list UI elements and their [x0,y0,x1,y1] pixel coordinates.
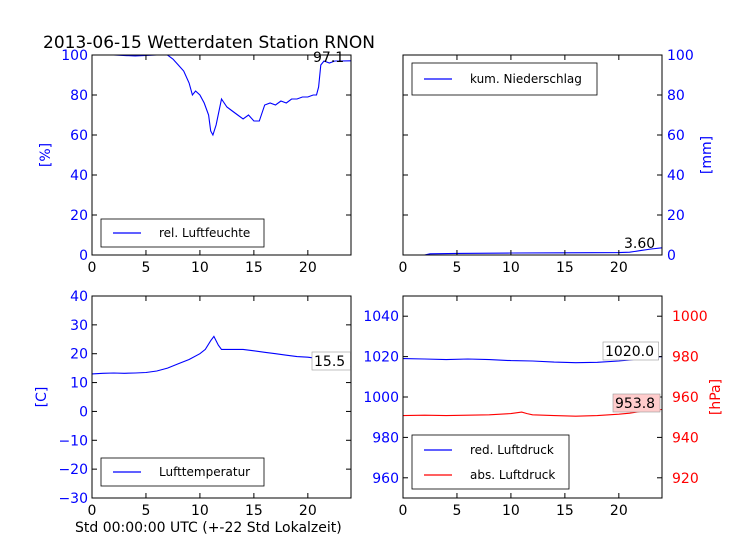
x-tick-label: 0 [399,503,408,519]
y-tick-label: 960 [372,471,399,487]
last-value-annotation: 15.5 [314,354,345,370]
y-tick-label-right: 980 [672,350,699,366]
x-tick-label: 15 [556,503,574,519]
annotation-background [311,351,351,371]
x-tick-label: 5 [452,260,461,276]
x-tick-label: 0 [88,503,97,519]
plot-frame [91,295,352,499]
x-tick-label: 20 [610,503,628,519]
y-tick-label: 0 [79,248,88,264]
y-tick-label: 1040 [363,309,399,325]
panel-bottom-left: 0 5 10 15 20 −30 −20 −10 0 10 20 30 40 [C] Lufttempera… [34,289,352,519]
y-tick-label: 100 [667,48,694,64]
y-tick-label-right: 1000 [672,309,708,325]
x-tick-label: 10 [502,260,520,276]
series-line-0 [91,335,352,375]
figure-title: 2013-06-15 Wetterdaten Station RNON [43,33,375,53]
y-tick-label: 40 [667,168,685,184]
x-tick-label: 15 [556,260,574,276]
y-tick-label: 80 [70,88,88,104]
y-tick-label-right: 940 [672,430,699,446]
legend-entry: rel. Luftfeuchte [159,226,250,240]
plot-frame [91,54,352,256]
y-tick-label: 0 [667,248,676,264]
panel-top-right: 0 5 10 15 20 0 20 40 60 80 100 [mm] kum. Niederschla… [399,48,715,276]
x-tick-label: 15 [245,260,263,276]
x-tick-label: 0 [88,260,97,276]
x-tick-label: 10 [502,503,520,519]
x-tick-label: 20 [610,260,628,276]
x-tick-label: 10 [191,503,209,519]
y-tick-label: 60 [667,128,685,144]
x-tick-label: 0 [399,260,408,276]
y-tick-label: 100 [61,48,88,64]
y-tick-label: 40 [70,168,88,184]
y-tick-label: 0 [79,404,88,420]
y-tick-label: −30 [58,491,88,507]
legend-entry: red. Luftdruck [470,443,554,457]
y-tick-label: 10 [70,376,88,392]
last-value-annotation: 1020.0 [605,344,654,360]
legend-entry: Lufttemperatur [159,465,250,479]
y-tick-label: 20 [70,208,88,224]
y-tick-label: −20 [58,462,88,478]
series-line-1 [402,408,663,417]
y-tick-label: 20 [70,347,88,363]
annotation-background [602,341,659,361]
plot-frame [402,54,663,256]
y-axis-label: [hPa] [708,379,724,415]
last-value-annotation: 953.8 [615,396,655,412]
y-tick-label: 980 [372,430,399,446]
y-axis-label: [mm] [699,136,715,174]
x-tick-label: 10 [191,260,209,276]
last-value-annotation: 97.1 [313,50,344,66]
y-tick-label-right: 960 [672,390,699,406]
last-value-annotation: 3.60 [624,236,655,252]
y-tick-label-right: 920 [672,471,699,487]
legend-entry: abs. Luftdruck [470,468,555,482]
x-axis-label: Std 00:00:00 UTC (+-22 Std Lokalzeit) [75,520,342,536]
y-tick-label: 30 [70,318,88,334]
panel-top-left: 0 5 10 15 20 0 20 40 60 80 100 [%] rel. Luftfeuchte 9… [38,48,352,276]
y-tick-label: 40 [70,289,88,305]
legend-box [411,434,570,490]
y-tick-label: 1000 [363,390,399,406]
annotation-background [612,393,661,413]
x-tick-label: 5 [452,503,461,519]
y-axis-label: [%] [38,143,54,167]
x-tick-label: 20 [299,503,317,519]
x-tick-label: 20 [299,260,317,276]
x-tick-label: 5 [141,260,150,276]
x-tick-label: 5 [141,503,150,519]
panel-bottom-right: 0 5 10 15 20 960 980 1000 1020 1040 920 940 960 980 10… [363,295,724,519]
series-line-0 [92,54,352,137]
x-tick-label: 15 [245,503,263,519]
y-tick-label: −10 [58,433,88,449]
y-tick-label: 80 [667,88,685,104]
y-tick-label: 20 [667,208,685,224]
y-axis-label: [C] [34,387,50,408]
legend-entry: kum. Niederschlag [470,72,582,86]
y-tick-label: 1020 [363,350,399,366]
y-tick-label: 60 [70,128,88,144]
